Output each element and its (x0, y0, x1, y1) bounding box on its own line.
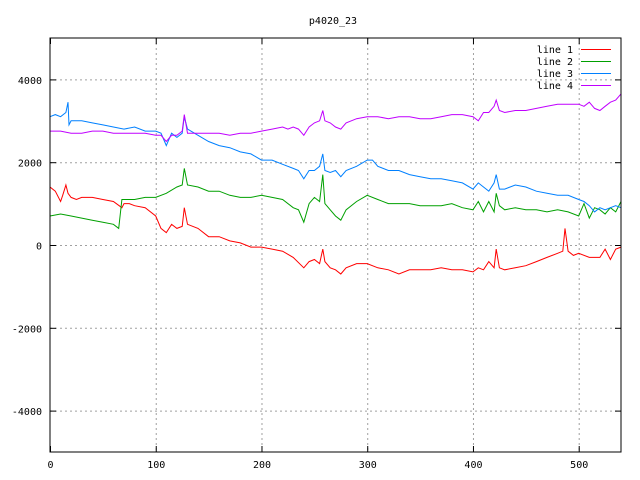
chart-title: p4020_23 (309, 16, 357, 27)
y-tick-label: 2000 (18, 159, 42, 170)
series-layer (49, 93, 622, 275)
x-tick-label: 300 (359, 460, 377, 471)
legend-item-1: line 1 (537, 45, 611, 56)
grid (50, 38, 621, 452)
legend-label: line 4 (537, 81, 573, 92)
x-tick-label: 500 (570, 460, 588, 471)
legend-item-3: line 3 (537, 69, 611, 80)
axis-ticks: 0 100 200 300 400 500 -4000 -2000 0 2000 4000 (12, 38, 621, 471)
legend-label: line 3 (537, 69, 573, 80)
legend-label: line 1 (537, 45, 573, 56)
x-tick-label: 0 (47, 460, 53, 471)
x-tick-label: 200 (253, 460, 271, 471)
series-line-1 (49, 183, 622, 275)
series-line-4 (50, 93, 622, 143)
y-tick-label: 0 (36, 242, 42, 253)
legend-item-4: line 4 (537, 81, 611, 92)
x-tick-label: 400 (464, 460, 482, 471)
y-tick-label: -2000 (12, 324, 42, 335)
y-tick-label: 4000 (18, 76, 42, 87)
x-tick-label: 100 (147, 460, 165, 471)
y-tick-label: -4000 (12, 407, 42, 418)
series-line-3 (49, 102, 622, 213)
legend-label: line 2 (537, 57, 573, 68)
legend-item-2: line 2 (537, 57, 611, 68)
series-line-2 (49, 168, 622, 230)
